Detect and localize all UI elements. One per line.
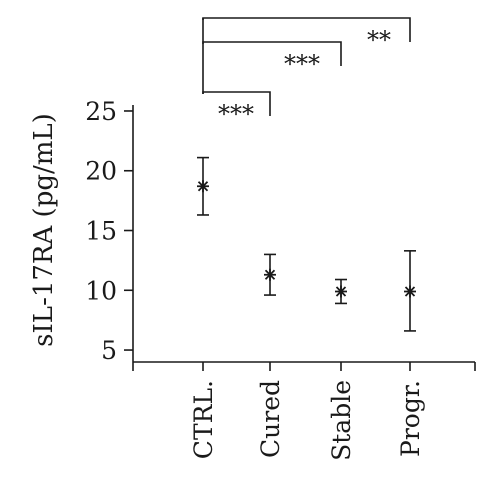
x-tick-label: Progr. [396, 380, 425, 457]
data-point [335, 285, 347, 298]
y-tick-label: 20 [85, 157, 117, 186]
y-tick-label: 25 [85, 97, 117, 126]
significance-label: *** [218, 100, 254, 128]
significance-label: *** [284, 50, 320, 78]
x-tick-label: CTRL. [189, 380, 218, 459]
significance-bracket [202, 41, 342, 66]
data-point [197, 180, 209, 193]
y-tick-label: 15 [85, 217, 117, 246]
data-point [404, 285, 416, 298]
x-tick-label: Cured [256, 380, 285, 458]
y-tick-label: 5 [101, 336, 117, 365]
y-tick-label: 10 [85, 276, 117, 305]
data-point [264, 268, 276, 281]
y-axis-label: sIL-17RA (pg/mL) [29, 113, 59, 347]
x-tick-label: Stable [327, 380, 356, 461]
significance-label: ** [367, 26, 391, 54]
